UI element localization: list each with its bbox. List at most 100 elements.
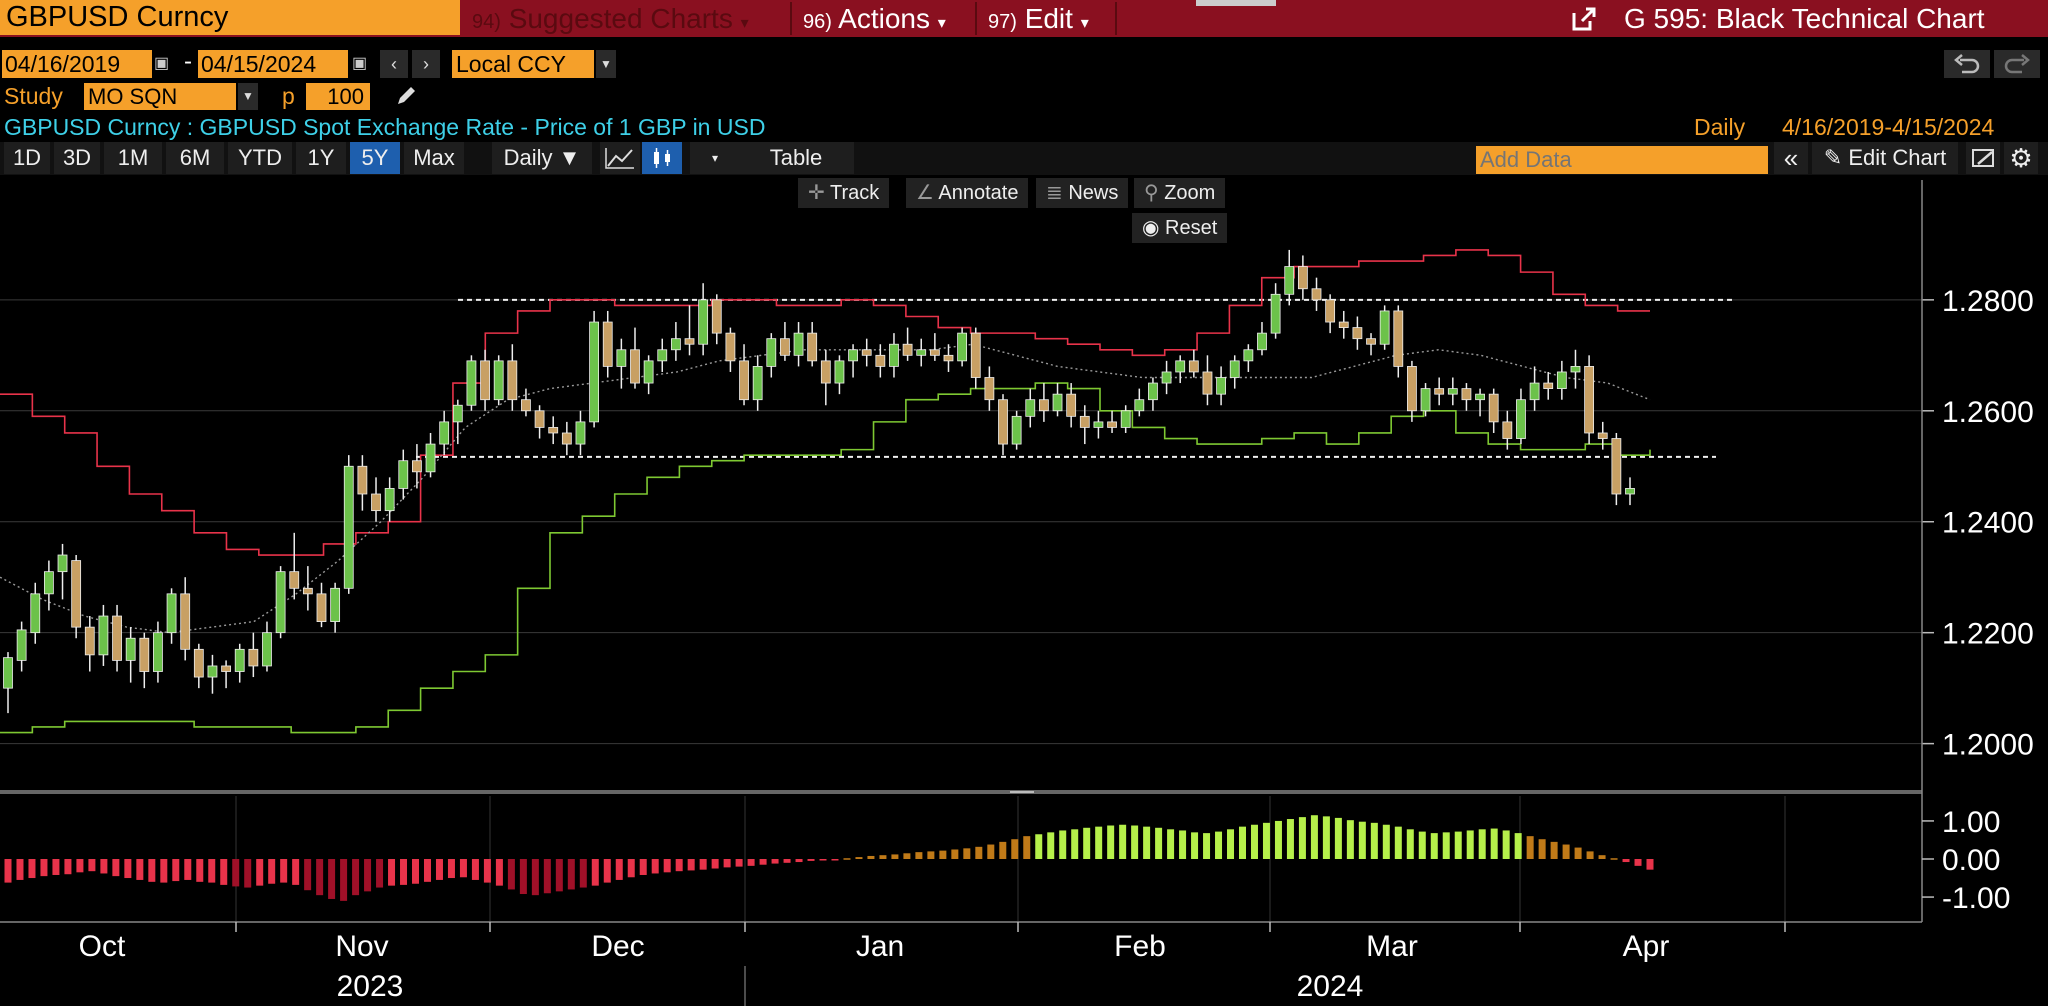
momentum-bar bbox=[615, 859, 623, 880]
undo-icon[interactable] bbox=[1944, 50, 1990, 78]
news-button[interactable]: ≣ News bbox=[1036, 178, 1129, 208]
end-date-input[interactable]: 04/15/2024 bbox=[198, 50, 348, 78]
momentum-bar bbox=[100, 859, 108, 874]
add-data-input[interactable] bbox=[1476, 146, 1768, 174]
param-label: p bbox=[282, 83, 295, 109]
frequency-select[interactable]: Daily ▼ bbox=[492, 142, 592, 174]
period-1d[interactable]: 1D bbox=[4, 142, 50, 174]
period-6m[interactable]: 6M bbox=[166, 142, 224, 174]
candle-up bbox=[698, 299, 709, 345]
momentum-bar bbox=[1550, 841, 1558, 859]
momentum-bar bbox=[340, 859, 348, 901]
candle-up bbox=[384, 488, 395, 512]
table-button[interactable]: Table bbox=[738, 142, 854, 174]
start-date-input[interactable]: 04/16/2019 bbox=[2, 50, 152, 78]
candle-up bbox=[166, 593, 177, 634]
calendar-icon[interactable]: ▣ bbox=[352, 55, 368, 72]
momentum-bar bbox=[699, 859, 707, 870]
momentum-bar bbox=[1215, 831, 1223, 859]
momentum-bar bbox=[268, 859, 276, 884]
actions-label: Actions bbox=[838, 3, 930, 34]
momentum-bar bbox=[316, 859, 324, 896]
chart-tools-icon[interactable] bbox=[1966, 142, 2000, 174]
candle-up bbox=[1257, 332, 1267, 351]
chevron-down-icon: ▾ bbox=[937, 15, 946, 32]
momentum-bar bbox=[1071, 829, 1079, 859]
period-1y[interactable]: 1Y bbox=[296, 142, 346, 174]
security-input[interactable]: GBPUSD Curncy bbox=[0, 0, 460, 35]
reset-button[interactable]: ◉ Reset bbox=[1132, 213, 1228, 243]
date-separator: - bbox=[184, 48, 192, 75]
popout-icon[interactable] bbox=[1570, 5, 1598, 33]
momentum-bar bbox=[1358, 821, 1366, 859]
suggested-charts-num: 94) bbox=[472, 11, 501, 33]
chevron-down-icon[interactable]: ▾ bbox=[690, 142, 740, 174]
suggested-charts-menu[interactable]: 94) Suggested Charts ▾ bbox=[472, 0, 749, 37]
pencil-icon: ✎ bbox=[1823, 145, 1843, 170]
momentum-bar bbox=[579, 859, 587, 888]
momentum-bar bbox=[376, 859, 384, 888]
param-input[interactable]: 100 bbox=[306, 83, 370, 110]
candle-down bbox=[1107, 421, 1117, 428]
candlestick-icon[interactable] bbox=[642, 142, 682, 174]
candle-up bbox=[1175, 360, 1186, 373]
momentum-bar bbox=[1227, 829, 1235, 859]
candle-down bbox=[739, 360, 749, 401]
redo-icon[interactable] bbox=[1994, 50, 2040, 78]
period-1m[interactable]: 1M bbox=[104, 142, 162, 174]
edit-chart-button[interactable]: ✎ Edit Chart bbox=[1812, 142, 1958, 174]
momentum-bar bbox=[483, 859, 491, 883]
candle-down bbox=[711, 299, 722, 334]
candle-up bbox=[916, 349, 927, 356]
momentum-bar bbox=[639, 859, 647, 875]
pencil-icon[interactable] bbox=[394, 84, 418, 108]
period-3d[interactable]: 3D bbox=[54, 142, 100, 174]
gear-icon[interactable]: ⚙ bbox=[2004, 142, 2038, 174]
window-handle[interactable] bbox=[1196, 0, 1276, 6]
track-button[interactable]: ✛ Track bbox=[798, 178, 890, 208]
edit-menu[interactable]: 97) Edit ▾ bbox=[988, 0, 1089, 37]
crosshair-icon: ✛ bbox=[808, 182, 825, 204]
zoom-button[interactable]: ⚲ Zoom bbox=[1134, 178, 1226, 208]
momentum-bar bbox=[1646, 859, 1654, 870]
candle-up bbox=[848, 349, 858, 362]
candle-up bbox=[1052, 393, 1063, 412]
momentum-bar bbox=[16, 859, 24, 880]
search-icon: ⚲ bbox=[1144, 182, 1159, 204]
edit-num: 97) bbox=[988, 11, 1017, 33]
collapse-icon[interactable]: « bbox=[1774, 142, 1808, 174]
period-5y[interactable]: 5Y bbox=[350, 142, 400, 174]
annotate-button[interactable]: ∠ Annotate bbox=[906, 178, 1029, 208]
momentum-bar bbox=[687, 859, 695, 871]
momentum-bar bbox=[591, 859, 599, 886]
momentum-bar bbox=[1478, 829, 1486, 859]
candle-down bbox=[1407, 366, 1417, 412]
edit-label: Edit bbox=[1024, 3, 1073, 34]
candle-down bbox=[970, 332, 981, 378]
currency-select[interactable]: Local CCY bbox=[452, 50, 594, 78]
price-chart[interactable]: 1.2800 1.2600 1.2400 1.2200 1.2000 1.00 0.00 -… bbox=[0, 180, 2048, 1006]
period-max[interactable]: Max bbox=[404, 142, 464, 174]
calendar-icon[interactable]: ▣ bbox=[154, 55, 170, 72]
x-tick-label: Jan bbox=[856, 930, 904, 963]
candle-down bbox=[684, 338, 695, 345]
actions-num: 96) bbox=[803, 11, 832, 33]
chevron-down-icon[interactable]: ▼ bbox=[596, 50, 616, 78]
candle-down bbox=[1611, 438, 1622, 495]
momentum-bar bbox=[76, 859, 84, 873]
actions-menu[interactable]: 96) Actions ▾ bbox=[803, 0, 946, 37]
next-period-button[interactable]: › bbox=[412, 50, 440, 78]
candle-up bbox=[1161, 371, 1172, 384]
momentum-bar bbox=[208, 859, 216, 883]
chevron-down-icon[interactable]: ▼ bbox=[238, 83, 258, 110]
momentum-bar bbox=[1574, 847, 1582, 859]
prev-period-button[interactable]: ‹ bbox=[380, 50, 408, 78]
study-select[interactable]: MO SQN bbox=[84, 83, 236, 110]
candle-down bbox=[1352, 327, 1363, 340]
momentum-bar bbox=[1310, 815, 1318, 859]
period-ytd[interactable]: YTD bbox=[228, 142, 292, 174]
line-chart-icon[interactable] bbox=[600, 142, 640, 174]
candle-up bbox=[125, 637, 136, 661]
candle-up bbox=[1093, 421, 1104, 428]
momentum-bar bbox=[723, 859, 731, 868]
